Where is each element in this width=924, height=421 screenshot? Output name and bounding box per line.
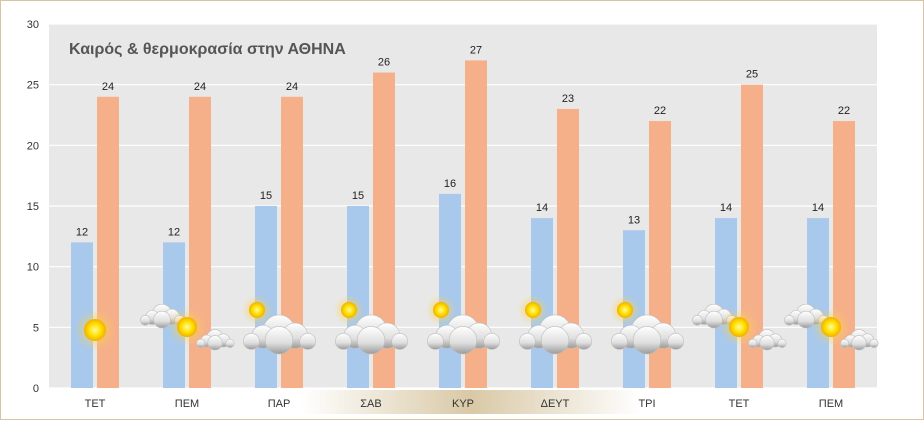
y-tick-label: 10: [27, 262, 39, 274]
y-tick-label: 20: [27, 140, 39, 152]
x-tick-label: ΤΡΙ: [638, 398, 655, 410]
max-temp-bar: [465, 60, 487, 389]
min-temp-data-label: 16: [444, 178, 456, 190]
y-tick-label: 30: [27, 19, 39, 31]
min-temp-bar: [715, 218, 737, 388]
base-shadow: [301, 390, 641, 414]
min-temp-data-label: 14: [720, 202, 732, 214]
x-tick-label: ΣΑΒ: [360, 398, 381, 410]
max-temp-data-label: 26: [378, 57, 390, 69]
max-temp-data-label: 22: [654, 105, 666, 117]
min-temp-data-label: 15: [260, 190, 272, 202]
mostly-cloudy-weather-icon: [333, 294, 409, 355]
min-temp-data-label: 14: [536, 202, 548, 214]
mostly-cloudy-weather-icon: [609, 294, 685, 355]
max-temp-data-label: 22: [838, 105, 850, 117]
max-temp-data-label: 27: [470, 44, 482, 56]
max-temp-bar: [281, 96, 303, 389]
sunny-weather-icon: [74, 309, 116, 351]
max-temp-data-label: 25: [746, 69, 758, 81]
max-temp-data-label: 24: [194, 81, 206, 93]
x-tick-label: ΚΥΡ: [452, 398, 474, 410]
partly-cloudy-weather-icon: [783, 303, 879, 351]
x-tick-label: ΠΕΜ: [175, 398, 199, 410]
partly-cloudy-weather-icon: [140, 303, 235, 351]
x-tick-label: ΤΕΤ: [729, 398, 750, 410]
chart-title: Καιρός & θερμοκρασία στην ΑΘΗΝΑ: [69, 41, 346, 58]
y-tick-label: 25: [27, 80, 39, 92]
y-tick-label: 15: [27, 201, 39, 213]
x-tick-label: ΠΑΡ: [268, 398, 291, 410]
x-tick-label: ΠΕΜ: [819, 398, 843, 410]
min-temp-data-label: 14: [812, 202, 824, 214]
max-temp-bar: [373, 72, 395, 389]
min-temp-data-label: 12: [76, 226, 88, 238]
y-tick-label: 0: [33, 383, 39, 395]
min-temp-data-label: 13: [628, 214, 640, 226]
max-temp-data-label: 24: [102, 81, 114, 93]
mostly-cloudy-weather-icon: [425, 294, 501, 355]
min-temp-bar: [807, 218, 829, 388]
mostly-cloudy-weather-icon: [241, 294, 317, 355]
max-temp-bar: [833, 121, 855, 389]
min-temp-bar: [439, 193, 461, 388]
x-tick-label: ΔΕΥΤ: [541, 398, 570, 410]
max-temp-data-label: 23: [562, 93, 574, 105]
y-tick-label: 5: [33, 322, 39, 334]
x-tick-label: ΤΕΤ: [85, 398, 106, 410]
max-temp-data-label: 24: [286, 81, 298, 93]
min-temp-data-label: 15: [352, 190, 364, 202]
min-temp-data-label: 12: [168, 226, 180, 238]
mostly-cloudy-weather-icon: [517, 294, 593, 355]
partly-cloudy-weather-icon: [691, 303, 787, 351]
